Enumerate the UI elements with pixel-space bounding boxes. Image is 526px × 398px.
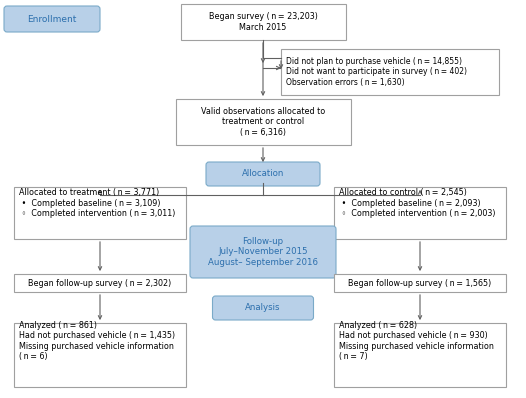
Text: Analysis: Analysis [245,304,281,312]
Text: Began follow-up survey ( n = 2,302): Began follow-up survey ( n = 2,302) [28,279,171,287]
Text: Did not plan to purchase vehicle ( n = 14,855)
Did not want to participate in su: Did not plan to purchase vehicle ( n = 1… [286,57,467,87]
Text: Began follow-up survey ( n = 1,565): Began follow-up survey ( n = 1,565) [348,279,492,287]
FancyBboxPatch shape [176,99,350,145]
FancyBboxPatch shape [213,296,313,320]
Text: Valid observations allocated to
treatment or control
( n = 6,316): Valid observations allocated to treatmen… [201,107,325,137]
FancyBboxPatch shape [14,323,186,387]
Text: Began survey ( n = 23,203)
March 2015: Began survey ( n = 23,203) March 2015 [209,12,317,32]
FancyBboxPatch shape [14,187,186,239]
FancyBboxPatch shape [180,4,346,40]
Text: Allocated to control ( n = 2,545)
 •  Completed baseline ( n = 2,093)
 ◦  Comple: Allocated to control ( n = 2,545) • Comp… [339,188,495,218]
Text: Allocation: Allocation [242,170,284,178]
FancyBboxPatch shape [4,6,100,32]
Text: Enrollment: Enrollment [27,14,77,23]
FancyBboxPatch shape [206,162,320,186]
Text: Allocated to treatment ( n = 3,771)
 •  Completed baseline ( n = 3,109)
 ◦  Comp: Allocated to treatment ( n = 3,771) • Co… [19,188,175,218]
FancyBboxPatch shape [334,187,506,239]
Text: Follow-up
July–November 2015
August– September 2016: Follow-up July–November 2015 August– Sep… [208,237,318,267]
FancyBboxPatch shape [281,49,499,95]
FancyBboxPatch shape [334,274,506,292]
Text: Analyzed ( n = 628)
Had not purchased vehicle ( n = 930)
Missing purchased vehic: Analyzed ( n = 628) Had not purchased ve… [339,321,494,361]
FancyBboxPatch shape [334,323,506,387]
FancyBboxPatch shape [14,274,186,292]
FancyBboxPatch shape [190,226,336,278]
Text: Analyzed ( n = 861)
Had not purchased vehicle ( n = 1,435)
Missing purchased veh: Analyzed ( n = 861) Had not purchased ve… [19,321,175,361]
